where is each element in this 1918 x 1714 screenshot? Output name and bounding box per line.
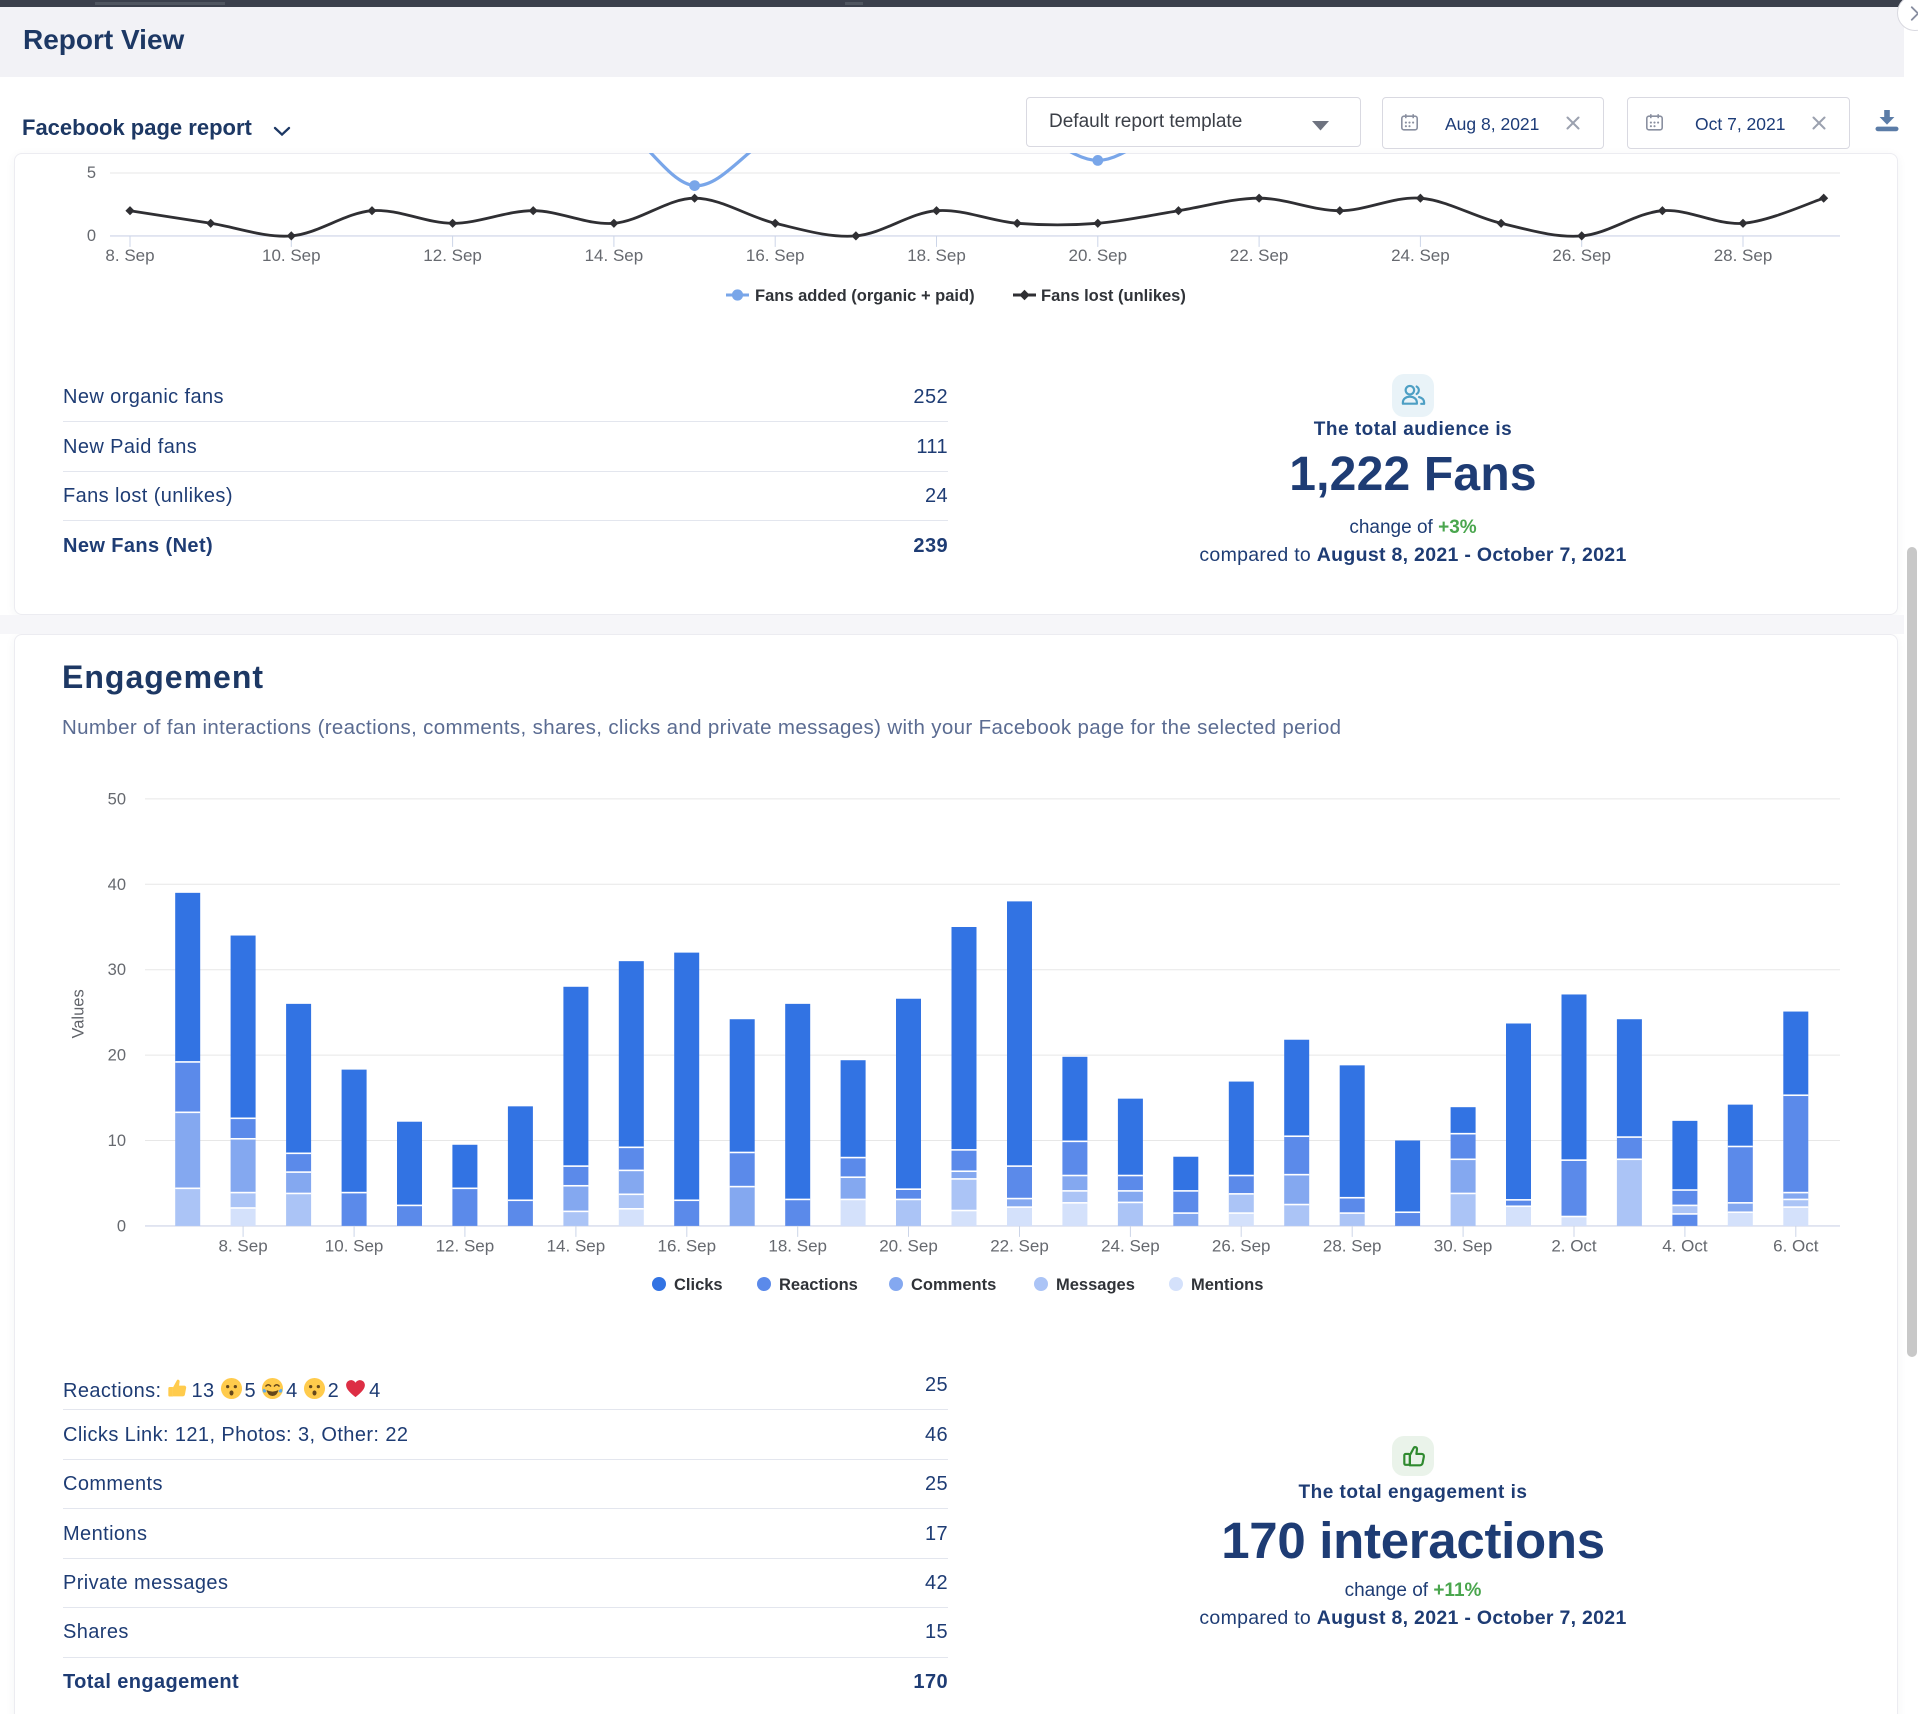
- svg-text:0: 0: [87, 227, 96, 245]
- svg-text:Values: Values: [70, 989, 88, 1038]
- svg-text:16. Sep: 16. Sep: [746, 246, 805, 265]
- svg-text:Reactions: Reactions: [779, 1276, 858, 1294]
- svg-text:Clicks: Clicks: [674, 1276, 723, 1294]
- svg-text:30. Sep: 30. Sep: [1434, 1236, 1493, 1255]
- svg-text:0: 0: [117, 1217, 126, 1235]
- svg-text:Comments: Comments: [911, 1276, 996, 1294]
- svg-text:26. Sep: 26. Sep: [1552, 246, 1611, 265]
- svg-text:8. Sep: 8. Sep: [105, 246, 154, 265]
- svg-text:16. Sep: 16. Sep: [657, 1236, 716, 1255]
- svg-text:Messages: Messages: [1056, 1276, 1135, 1294]
- svg-text:14. Sep: 14. Sep: [547, 1236, 606, 1255]
- svg-text:2. Oct: 2. Oct: [1551, 1236, 1597, 1255]
- svg-text:14. Sep: 14. Sep: [585, 246, 644, 265]
- svg-text:50: 50: [108, 790, 126, 808]
- svg-text:Mentions: Mentions: [1191, 1276, 1263, 1294]
- svg-text:Fans lost (unlikes): Fans lost (unlikes): [1041, 287, 1186, 305]
- svg-text:10. Sep: 10. Sep: [262, 246, 321, 265]
- svg-text:6. Oct: 6. Oct: [1773, 1236, 1819, 1255]
- svg-text:24. Sep: 24. Sep: [1391, 246, 1450, 265]
- svg-text:4. Oct: 4. Oct: [1662, 1236, 1708, 1255]
- svg-text:24. Sep: 24. Sep: [1101, 1236, 1160, 1255]
- svg-text:5: 5: [87, 164, 96, 182]
- svg-text:40: 40: [108, 876, 126, 894]
- svg-text:30: 30: [108, 961, 126, 979]
- svg-text:28. Sep: 28. Sep: [1323, 1236, 1382, 1255]
- svg-text:28. Sep: 28. Sep: [1714, 246, 1773, 265]
- svg-text:26. Sep: 26. Sep: [1212, 1236, 1271, 1255]
- svg-text:22. Sep: 22. Sep: [1230, 246, 1289, 265]
- svg-text:18. Sep: 18. Sep: [768, 1236, 827, 1255]
- svg-text:Fans added (organic + paid): Fans added (organic + paid): [755, 287, 975, 305]
- svg-text:22. Sep: 22. Sep: [990, 1236, 1049, 1255]
- svg-text:20: 20: [108, 1047, 126, 1065]
- svg-text:8. Sep: 8. Sep: [219, 1236, 268, 1255]
- svg-text:20. Sep: 20. Sep: [1068, 246, 1127, 265]
- svg-text:10. Sep: 10. Sep: [325, 1236, 384, 1255]
- svg-text:12. Sep: 12. Sep: [436, 1236, 495, 1255]
- svg-text:18. Sep: 18. Sep: [907, 246, 966, 265]
- svg-text:10: 10: [108, 1132, 126, 1150]
- svg-text:20. Sep: 20. Sep: [879, 1236, 938, 1255]
- svg-text:12. Sep: 12. Sep: [423, 246, 482, 265]
